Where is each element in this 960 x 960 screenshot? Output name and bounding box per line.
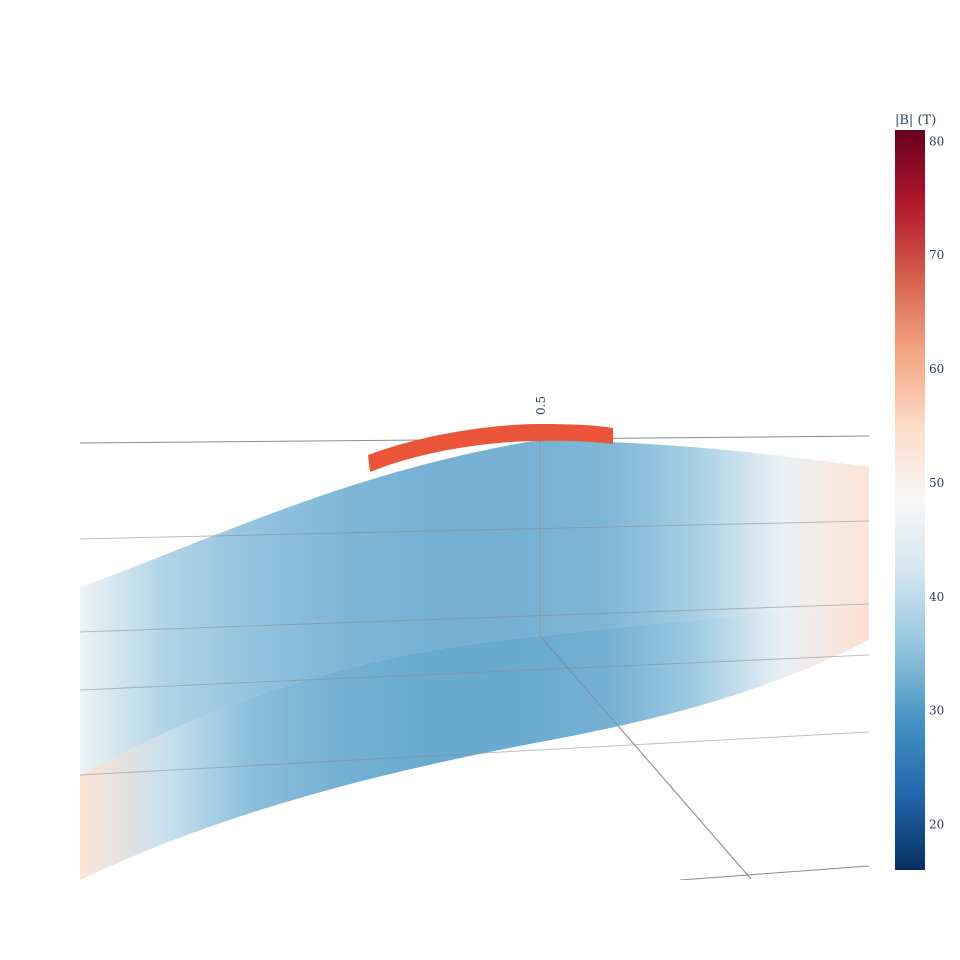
colorbar-gradient <box>895 130 925 870</box>
colorbar-title: |B| (T) <box>895 113 936 128</box>
colorbar-tick-label: 20 <box>929 817 944 831</box>
scene-axes <box>80 441 869 880</box>
axis-line <box>539 635 752 880</box>
field-surface-front <box>80 605 869 880</box>
gridline <box>80 731 869 776</box>
conductor-strip <box>368 424 613 472</box>
gridline <box>80 654 869 691</box>
gridline <box>80 520 869 540</box>
colorbar-tick-label: 80 <box>929 134 944 148</box>
colorbar-tick-label: 30 <box>929 704 944 718</box>
gridline <box>80 603 869 633</box>
colorbar-tick-label: 40 <box>929 590 944 604</box>
gridline <box>679 865 869 880</box>
z-axis-tick-label: 0.5 <box>534 396 548 415</box>
colorbar[interactable]: |B| (T) 20 30 40 50 60 70 80 <box>895 113 944 870</box>
colorbar-tick-label: 60 <box>929 362 944 376</box>
colorbar-tick-label: 70 <box>929 248 944 262</box>
field-surface-back <box>80 440 869 776</box>
colorbar-tick-label: 50 <box>929 476 944 490</box>
3d-scene[interactable]: 0.5 <box>80 396 869 880</box>
colorbar-ticks: 20 30 40 50 60 70 80 <box>929 134 944 831</box>
